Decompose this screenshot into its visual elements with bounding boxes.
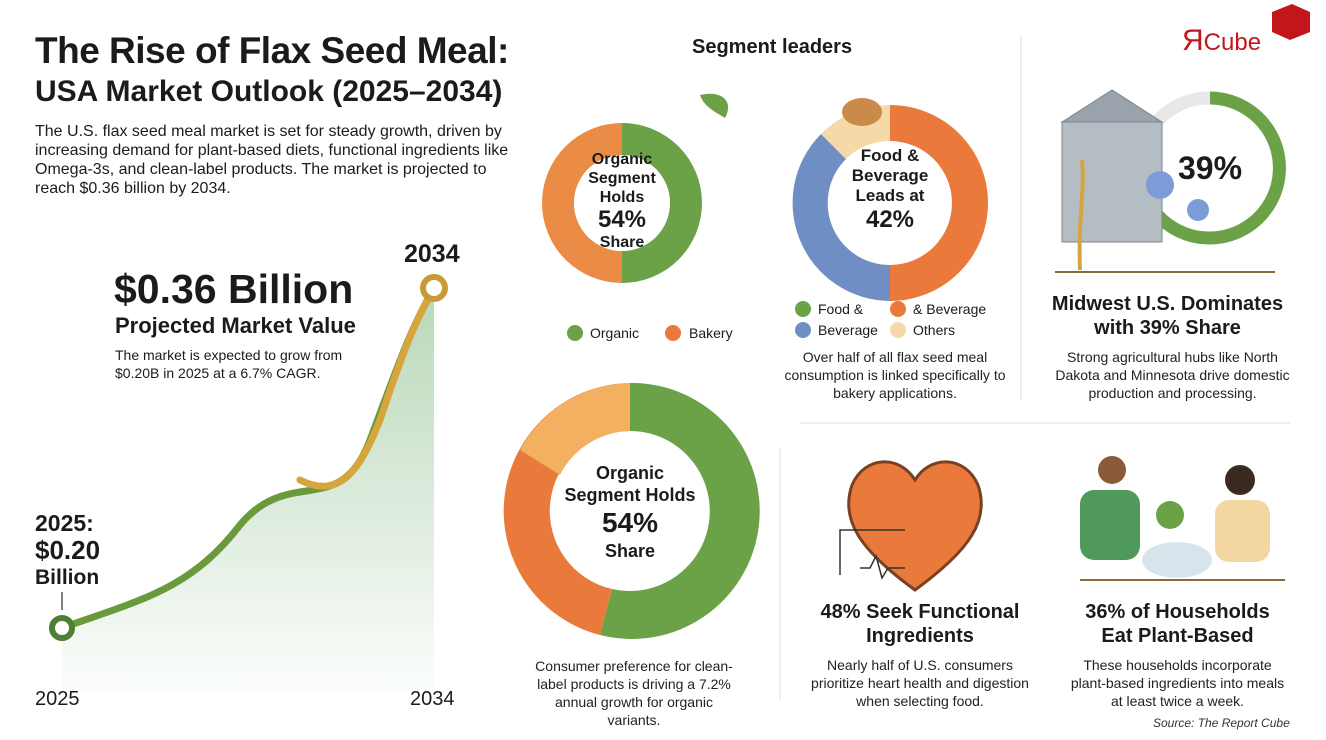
legend-entry: Others: [913, 322, 956, 338]
label-line: Segment Holds: [564, 485, 696, 505]
wheat: [1077, 159, 1085, 271]
logo-cube: [1272, 4, 1310, 40]
logo-mark: Я: [1182, 24, 1204, 57]
leaf: [700, 93, 729, 118]
segments-heading: Segment leaders: [692, 36, 853, 58]
title-line: Eat Plant-Based: [1101, 625, 1254, 647]
start-line: 2025:: [35, 510, 94, 536]
logo-text: Cube: [1203, 29, 1262, 56]
legend-dot: [665, 325, 681, 341]
functional-note: Nearly half of U.S. consumers prioritize…: [811, 657, 1029, 709]
donut-organic-green: [622, 123, 702, 283]
label-line: Segment: [588, 170, 656, 187]
start-line: Billion: [35, 566, 100, 589]
bowl: [1142, 542, 1212, 578]
person-head: [1225, 465, 1255, 495]
households-title: 36% of Households Eat Plant-Based: [1055, 600, 1300, 648]
callout: [839, 529, 905, 575]
functional-title: 48% Seek Functional Ingredients: [795, 600, 1045, 648]
veg: [1156, 501, 1184, 529]
legend-dot: [890, 322, 906, 338]
donut-label: Organic Segment Holds 54% Share: [550, 462, 710, 562]
title-line: Ingredients: [866, 625, 974, 647]
axis-start: 2025: [35, 688, 80, 710]
midwest-title: Midwest U.S. Dominates with 39% Share: [1030, 292, 1305, 340]
axis-end: 2034: [410, 688, 455, 710]
silo-roof: [1060, 89, 1164, 123]
projected-value: $0.36 Billion: [114, 266, 354, 312]
label-line: 54%: [601, 507, 659, 538]
legend-entry: Food &: [818, 301, 864, 317]
end-year: 2034: [404, 240, 460, 268]
value-caption: Projected Market Value: [115, 313, 356, 338]
growth-note: The market is expected to grow from $0.2…: [115, 347, 343, 381]
start-point: [49, 615, 75, 641]
donut-organic-orange: [542, 123, 622, 283]
growth-curve-top: [296, 284, 438, 490]
logo: ЯCube: [1182, 24, 1261, 58]
person-body: [1215, 500, 1270, 562]
donut-label: Food & Beverage Leads at 42%: [830, 146, 950, 234]
organic-note: Consumer preference for clean-label prod…: [535, 658, 733, 728]
person-head: [1098, 456, 1126, 484]
legend-entry: Organic: [590, 325, 640, 341]
label-line: 42%: [865, 206, 915, 233]
flower: [1187, 199, 1209, 221]
donut-large-light: [520, 383, 630, 475]
source: Source: The Report Cube: [1153, 716, 1290, 730]
bread: [842, 98, 882, 126]
end-point: [420, 274, 448, 302]
legend-entry: Beverage: [818, 322, 878, 338]
food-note: Over half of all flax seed meal consumpt…: [784, 349, 1006, 401]
label-line: Food &: [860, 146, 920, 165]
title: The Rise of Flax Seed Meal:: [35, 30, 509, 71]
donut-food-orange: [890, 105, 988, 301]
label-line: Beverage: [851, 166, 929, 185]
midwest-note: Strong agricultural hubs like North Dako…: [1055, 349, 1290, 401]
donut-hole: [574, 155, 670, 251]
donut-large-green: [600, 382, 760, 639]
legend-dot: [567, 325, 583, 341]
heart: [847, 460, 983, 592]
midwest-arc: [1144, 91, 1286, 245]
growth-area: [62, 288, 434, 690]
label-line: 54%: [597, 206, 647, 233]
pulse: [860, 553, 905, 580]
title-line: with 39% Share: [1094, 317, 1241, 339]
title-line: 48% Seek Functional: [820, 601, 1020, 623]
label-line: Organic: [591, 151, 653, 168]
donut-label: Organic Segment Holds 54% Share: [572, 150, 672, 252]
label-line: Holds: [599, 189, 645, 206]
legend-entry: Bakery: [689, 325, 733, 341]
title-line: 36% of Households: [1085, 601, 1270, 623]
households-note: These households incorporate plant-based…: [1070, 657, 1285, 709]
legend-dot: [890, 301, 906, 317]
title-line: Midwest U.S. Dominates: [1051, 293, 1284, 315]
intro: The U.S. flax seed meal market is set fo…: [35, 123, 509, 197]
label-line: Leads at: [855, 186, 925, 205]
legend-dot: [795, 322, 811, 338]
person-body: [1080, 490, 1140, 560]
legend-entry: & Beverage: [913, 301, 987, 317]
donut-food-blue: [792, 134, 890, 301]
start-label: 2025: $0.20 Billion: [35, 510, 100, 591]
midwest-percent: 39%: [1178, 150, 1243, 186]
start-line: $0.20: [35, 535, 101, 565]
label-line: Share: [604, 541, 656, 561]
flower: [1146, 171, 1174, 199]
subtitle: USA Market Outlook (2025–2034): [35, 75, 503, 108]
label-line: Organic: [595, 463, 665, 483]
label-line: Share: [599, 234, 645, 251]
legend-dot: [795, 301, 811, 317]
